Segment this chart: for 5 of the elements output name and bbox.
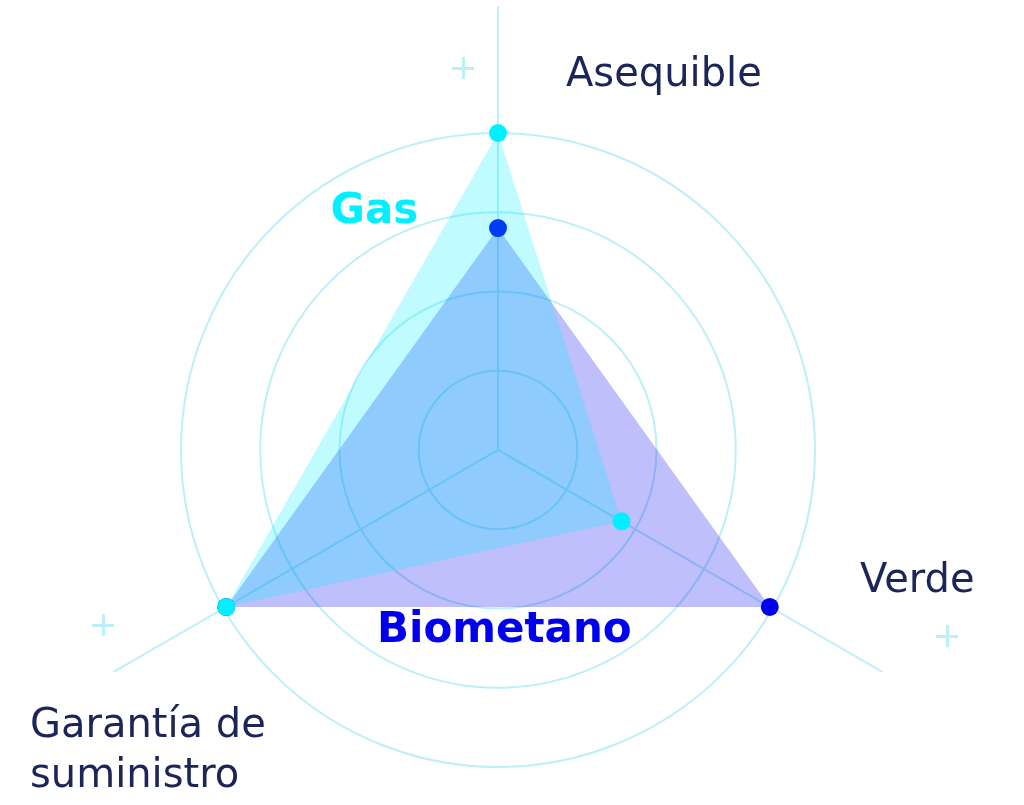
spoke-label: Verde: [859, 555, 975, 602]
spoke-label: Garantía de suministro: [30, 700, 266, 797]
series-label: Biometano: [377, 602, 632, 652]
spoke-label: Asequible: [566, 49, 762, 96]
series-label: Gas: [330, 184, 419, 234]
